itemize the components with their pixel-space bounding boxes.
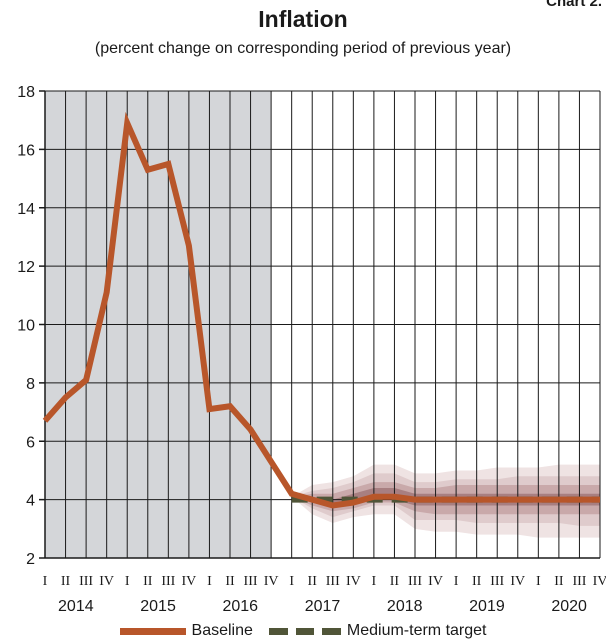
chart-subtitle: (percent change on corresponding period … [94,40,512,57]
x-year-label: 2016 [222,598,258,615]
y-tick-label: 8 [26,376,35,393]
axes-layer [39,90,600,559]
x-quarter-label: I [372,574,377,589]
series-line-baseline [42,111,600,509]
x-quarter-label: I [289,574,294,589]
x-quarter-label: III [572,574,586,589]
y-tick-label: 14 [17,201,35,218]
y-tick-label: 16 [17,142,35,159]
x-quarter-label: II [143,574,153,589]
series-layer [42,111,600,509]
x-quarter-label: IV [264,574,279,589]
legend-item-baseline: Baseline [119,622,253,640]
x-quarter-label: III [244,574,258,589]
x-quarter-label: I [536,574,541,589]
x-quarter-label: I [125,574,130,589]
chart-title: Inflation [258,6,348,32]
x-quarter-label: II [472,574,482,589]
x-quarter-label: IV [510,574,525,589]
y-tick-label: 10 [17,318,35,335]
y-tick-label: 4 [26,493,35,510]
y-tick-label: 18 [17,84,35,101]
x-quarter-label: III [79,574,93,589]
x-quarter-label: IV [593,574,606,589]
y-tick-label: 12 [17,259,35,276]
x-year-label: 2014 [58,598,94,615]
x-year-label: 2019 [469,598,505,615]
y-tick-label: 2 [26,551,35,568]
x-quarter-label: I [207,574,212,589]
x-quarter-label: I [43,574,48,589]
x-quarter-label: III [326,574,340,589]
chart-number: Chart 2. [546,0,602,10]
x-quarter-label: IV [99,574,114,589]
x-year-label: 2015 [140,598,176,615]
x-quarter-label: II [390,574,400,589]
x-quarter-label: II [61,574,71,589]
target-swatch [268,627,341,635]
x-year-label: 2020 [551,598,587,615]
y-tick-label: 6 [26,434,35,451]
baseline-swatch [119,627,186,635]
x-quarter-label: III [408,574,422,589]
legend-label-baseline: Baseline [191,622,253,639]
x-quarter-label: II [225,574,235,589]
x-quarter-label: IV [181,574,196,589]
x-year-label: 2018 [387,598,423,615]
x-quarter-label: III [490,574,504,589]
legend-label-target: Medium-term target [346,622,487,639]
x-quarter-label: IV [346,574,361,589]
x-quarter-label: II [308,574,318,589]
x-quarter-label: III [161,574,175,589]
legend: Baseline Medium-term target [0,620,606,642]
x-quarter-label: II [554,574,564,589]
legend-item-target: Medium-term target [268,622,487,640]
x-quarter-label: IV [428,574,443,589]
x-quarter-label: I [454,574,459,589]
x-year-label: 2017 [305,598,341,615]
